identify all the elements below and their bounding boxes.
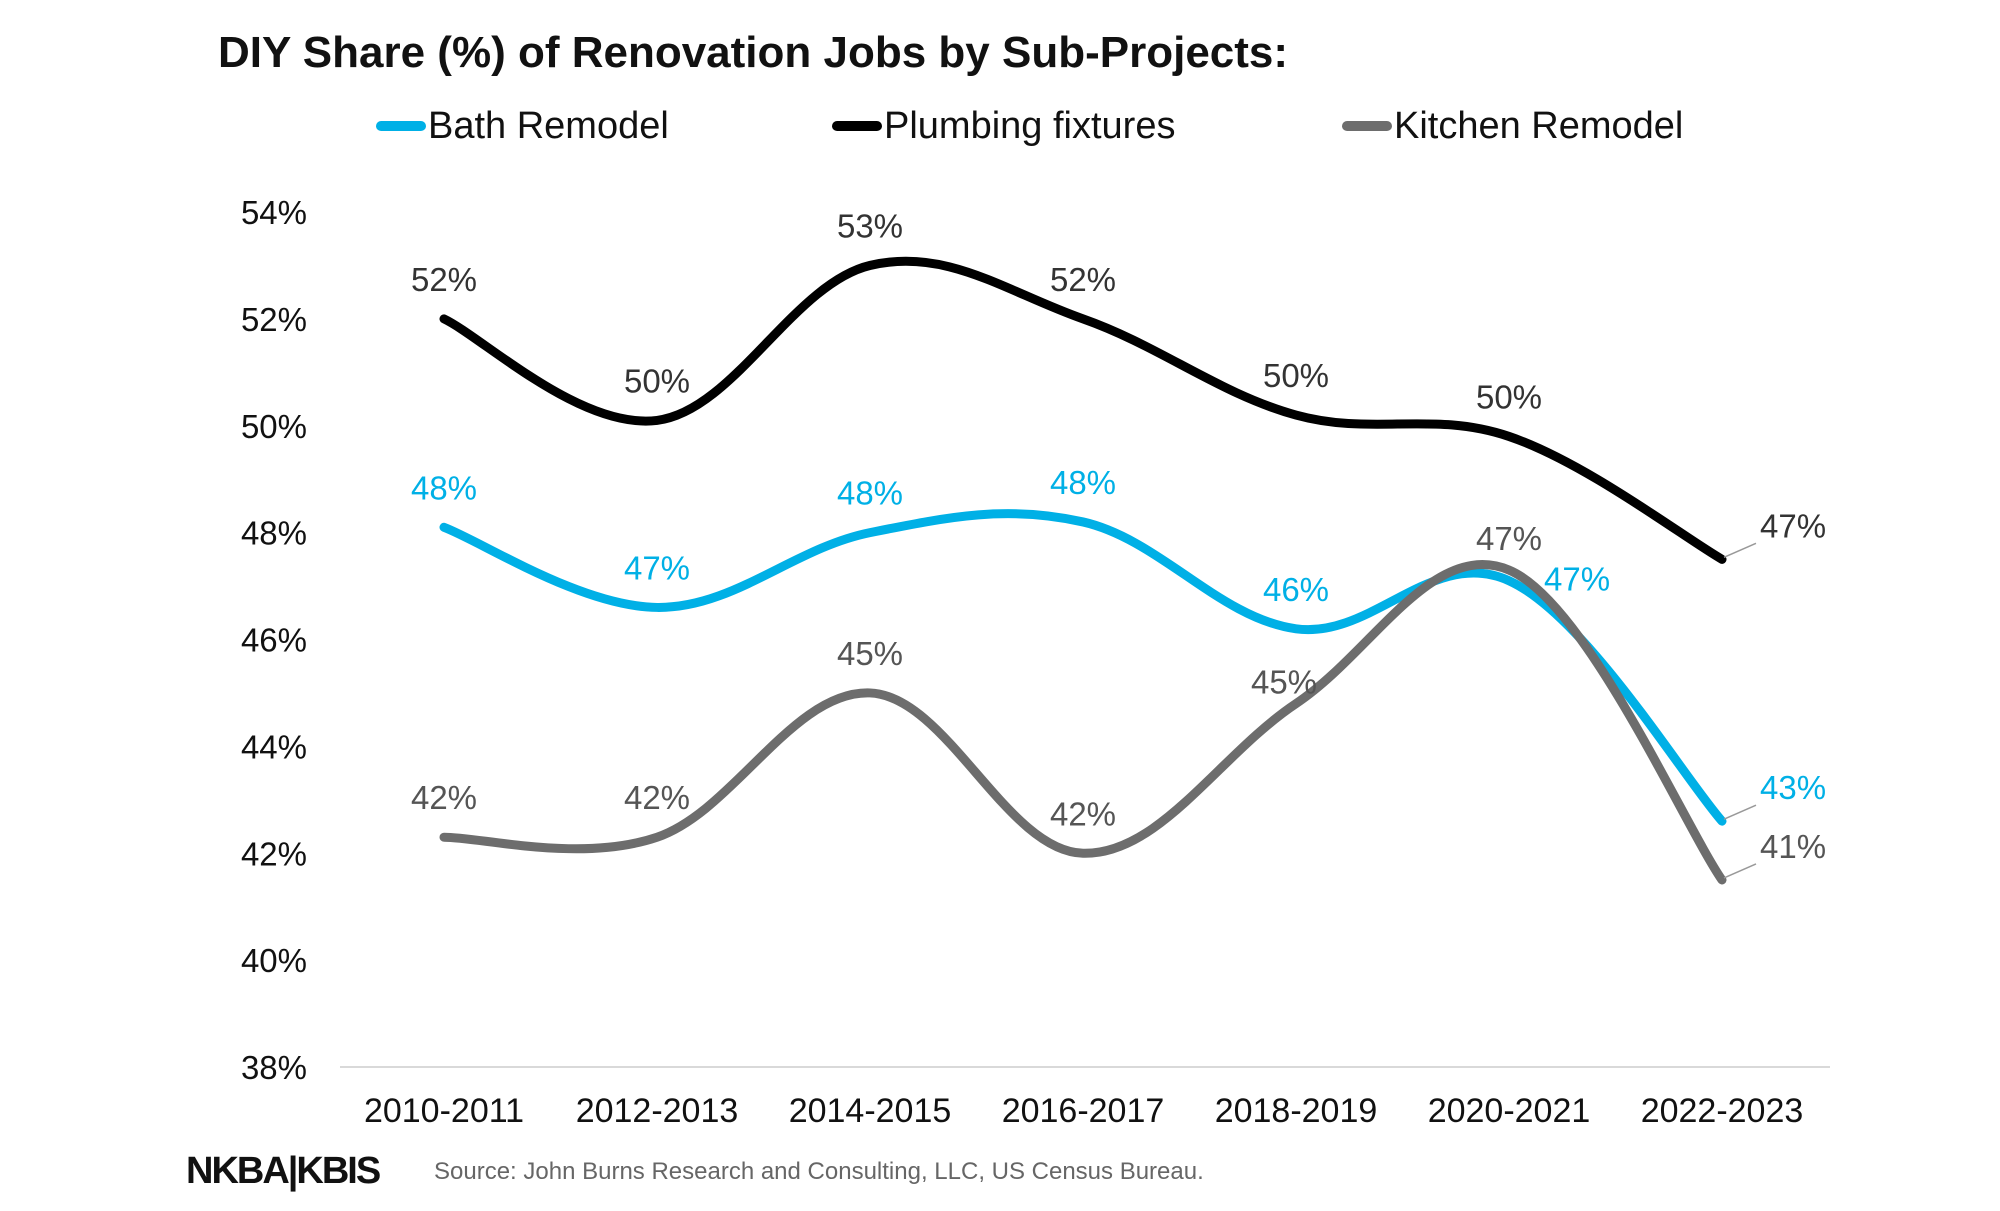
nkba-kbis-logo: NKBA|KBIS	[186, 1150, 381, 1192]
data-label-plumbing-fixtures: 50%	[1476, 378, 1542, 415]
legend-item-plumbing-fixtures: Plumbing fixtures	[832, 96, 1175, 156]
series-line-plumbing-fixtures	[439, 256, 1727, 564]
data-label-bath-remodel: 43%	[1760, 769, 1826, 806]
data-label-kitchen-remodel: 42%	[1050, 795, 1116, 832]
legend-swatch-bath-remodel	[376, 121, 426, 131]
data-label-kitchen-remodel: 41%	[1760, 828, 1826, 865]
data-label-leader	[1723, 804, 1757, 820]
data-label-plumbing-fixtures: 47%	[1760, 507, 1826, 544]
data-label-plumbing-fixtures: 50%	[624, 362, 690, 399]
x-tick-label: 2016-2017	[1002, 1092, 1165, 1130]
y-tick-label: 50%	[241, 408, 307, 445]
data-label-plumbing-fixtures: 50%	[1263, 357, 1329, 394]
chart-title: DIY Share (%) of Renovation Jobs by Sub-…	[218, 28, 1289, 77]
data-label-kitchen-remodel: 45%	[1251, 664, 1317, 701]
data-label-plumbing-fixtures: 52%	[1050, 261, 1116, 298]
x-tick-label: 2020-2021	[1428, 1092, 1591, 1130]
legend-swatch-kitchen-remodel	[1342, 121, 1392, 131]
legend-label-plumbing-fixtures: Plumbing fixtures	[884, 104, 1176, 147]
y-tick-label: 46%	[241, 622, 307, 659]
legend-label-kitchen-remodel: Kitchen Remodel	[1394, 104, 1684, 147]
data-label-plumbing-fixtures: 53%	[837, 207, 903, 244]
data-label-plumbing-fixtures: 52%	[411, 261, 477, 298]
data-label-kitchen-remodel: 42%	[624, 779, 690, 816]
y-tick-label: 40%	[241, 942, 307, 979]
legend-item-kitchen-remodel: Kitchen Remodel	[1342, 96, 1683, 156]
x-tick-label: 2018-2019	[1215, 1092, 1378, 1130]
data-label-bath-remodel: 48%	[1050, 464, 1116, 501]
y-tick-label: 38%	[241, 1049, 307, 1086]
legend-swatch-plumbing-fixtures	[832, 121, 882, 131]
data-label-kitchen-remodel: 42%	[411, 779, 477, 816]
source-note: Source: John Burns Research and Consulti…	[434, 1158, 1204, 1185]
data-label-bath-remodel: 46%	[1263, 571, 1329, 608]
y-tick-label: 54%	[241, 194, 307, 231]
data-label-leader	[1723, 863, 1757, 879]
data-label-kitchen-remodel: 45%	[837, 635, 903, 672]
data-label-bath-remodel: 48%	[837, 475, 903, 512]
y-tick-label: 44%	[241, 728, 307, 765]
data-label-bath-remodel: 48%	[411, 469, 477, 506]
legend-label-bath-remodel: Bath Remodel	[428, 104, 669, 147]
y-tick-label: 42%	[241, 835, 307, 872]
legend-item-bath-remodel: Bath Remodel	[376, 96, 669, 156]
x-tick-label: 2014-2015	[789, 1092, 952, 1130]
series-line-bath-remodel	[439, 509, 1727, 826]
series-line-kitchen-remodel	[439, 560, 1727, 885]
x-tick-label: 2022-2023	[1641, 1092, 1804, 1130]
y-tick-label: 52%	[241, 301, 307, 338]
data-label-kitchen-remodel: 47%	[1476, 520, 1542, 557]
data-label-bath-remodel: 47%	[624, 549, 690, 586]
data-label-leader	[1723, 542, 1757, 559]
chart-legend: Bath Remodel Plumbing fixtures Kitchen R…	[0, 96, 2000, 156]
x-tick-label: 2010-2011	[364, 1092, 524, 1130]
x-tick-label: 2012-2013	[576, 1092, 739, 1130]
data-label-bath-remodel: 47%	[1544, 561, 1610, 598]
y-tick-label: 48%	[241, 515, 307, 552]
